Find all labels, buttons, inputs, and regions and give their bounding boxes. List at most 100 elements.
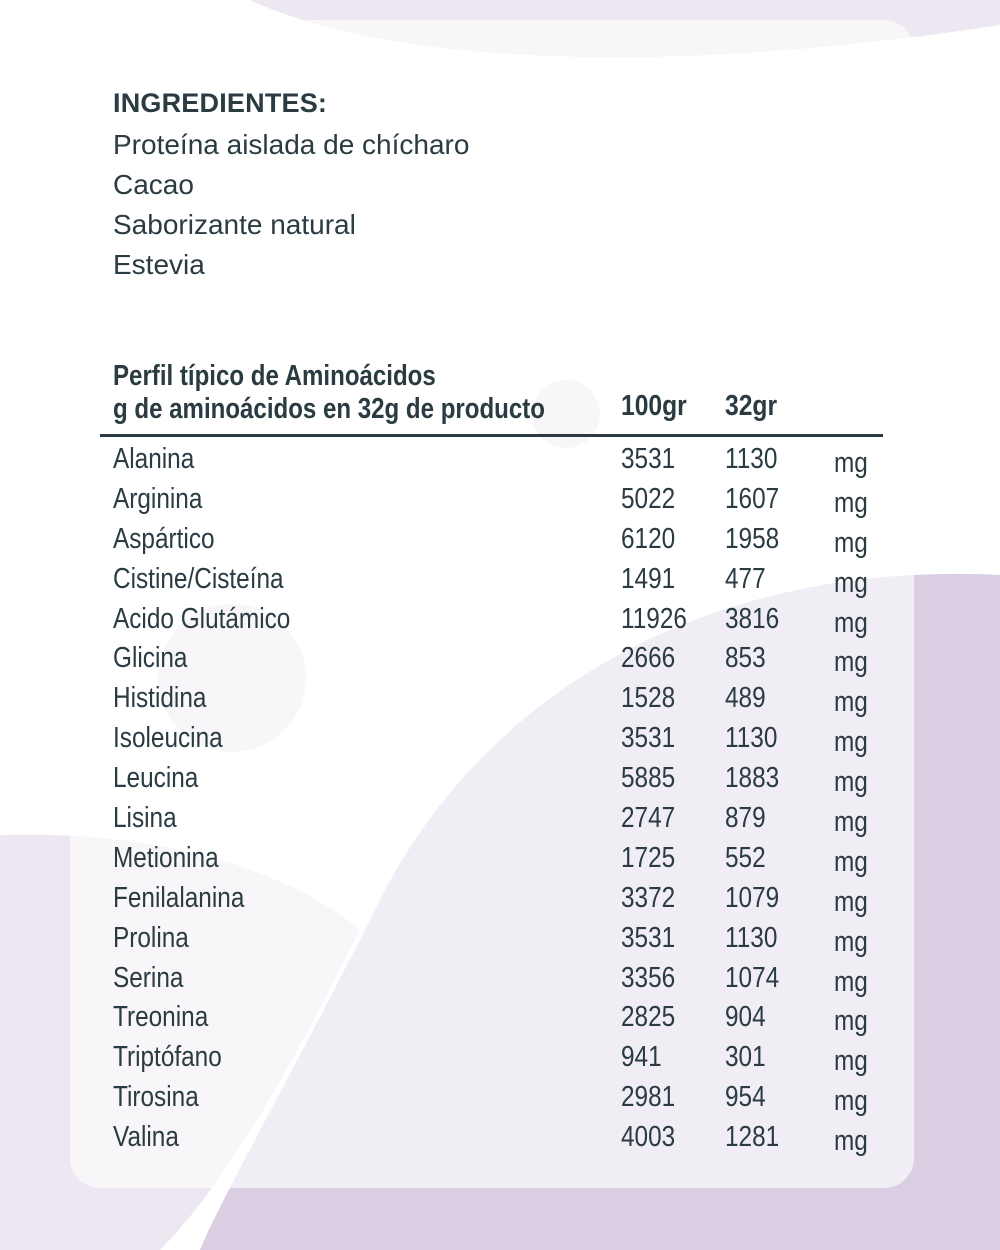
ingredient-item: Estevia	[113, 249, 205, 280]
value-32gr: 954	[725, 1081, 766, 1114]
value-100gr: 3531	[621, 443, 676, 475]
value-100gr: 6120	[621, 522, 676, 555]
value-100gr: 2666	[621, 642, 676, 675]
unit-label: mg	[834, 925, 868, 958]
value-32gr: 1281	[725, 1121, 780, 1154]
value-32gr: 1607	[725, 482, 780, 515]
amino-acid-name: Arginina	[113, 482, 203, 515]
amino-acid-name: Metionina	[113, 841, 219, 874]
amino-acid-name: Leucina	[113, 762, 199, 795]
table-row: Prolina 3531 1130 mg	[0, 920, 1000, 960]
amino-acid-name: Tirosina	[113, 1081, 199, 1114]
amino-acid-name: Triptófano	[113, 1041, 222, 1074]
value-100gr: 5022	[621, 482, 676, 515]
table-row: Aspártico 6120 1958 mg	[0, 521, 1000, 561]
value-32gr: 477	[725, 562, 766, 595]
amino-acid-name: Cistine/Cisteína	[113, 562, 284, 595]
value-100gr: 941	[621, 1041, 662, 1074]
table-row: Histidina 1528 489 mg	[0, 680, 1000, 720]
value-100gr: 2981	[621, 1081, 676, 1114]
value-32gr: 1130	[725, 722, 778, 755]
value-32gr: 3816	[725, 602, 780, 635]
table-row: Valina 4003 1281 mg	[0, 1119, 1000, 1159]
unit-label: mg	[834, 965, 868, 998]
unit-label: mg	[834, 1045, 868, 1078]
amino-acid-name: Prolina	[113, 921, 189, 954]
table-row: Serina 3356 1074 mg	[0, 960, 1000, 1000]
amino-acid-name: Histidina	[113, 682, 207, 715]
value-100gr: 5885	[621, 762, 676, 795]
value-100gr: 3531	[621, 722, 676, 755]
table-row: Treonina 2825 904 mg	[0, 999, 1000, 1039]
column-header-100gr: 100gr	[621, 390, 687, 422]
value-100gr: 3372	[621, 881, 676, 914]
unit-label: mg	[834, 885, 868, 918]
unit-label: mg	[834, 486, 868, 519]
amino-acid-name: Alanina	[113, 443, 195, 475]
value-100gr: 3531	[621, 921, 676, 954]
table-row: Fenilalanina 3372 1079 mg	[0, 880, 1000, 920]
table-row: Tirosina 2981 954 mg	[0, 1079, 1000, 1119]
unit-label: mg	[834, 806, 868, 839]
table-row: Alanina 3531 1130 mg	[0, 441, 1000, 481]
amino-acid-name: Acido Glutámico	[113, 602, 291, 635]
ingredient-item: Proteína aislada de chícharo	[113, 129, 470, 160]
amino-table-heading: Perfil típico de Aminoácidos g de aminoá…	[113, 360, 633, 426]
value-100gr: 1725	[621, 841, 676, 874]
value-100gr: 1491	[621, 562, 676, 595]
ingredients-section: INGREDIENTES: Proteína aislada de chícha…	[113, 88, 469, 285]
value-32gr: 1079	[725, 881, 780, 914]
value-100gr: 2747	[621, 802, 676, 835]
value-32gr: 552	[725, 841, 766, 874]
value-100gr: 4003	[621, 1121, 676, 1154]
unit-label: mg	[834, 606, 868, 639]
value-100gr: 11926	[621, 602, 687, 635]
table-row: Leucina 5885 1883 mg	[0, 760, 1000, 800]
amino-acid-name: Treonina	[113, 1001, 209, 1034]
value-32gr: 1130	[725, 921, 778, 954]
amino-table-body: Alanina 3531 1130 mg Arginina 5022 1607 mg Aspár…	[0, 441, 1000, 1159]
unit-label: mg	[834, 447, 868, 479]
ingredient-item: Cacao	[113, 169, 194, 200]
unit-label: mg	[834, 1125, 868, 1158]
table-row: Glicina 2666 853 mg	[0, 640, 1000, 680]
unit-label: mg	[834, 566, 868, 599]
value-32gr: 904	[725, 1001, 766, 1034]
value-100gr: 3356	[621, 961, 676, 994]
value-32gr: 1074	[725, 961, 780, 994]
table-row: Arginina 5022 1607 mg	[0, 481, 1000, 521]
value-32gr: 489	[725, 682, 766, 715]
amino-acid-name: Aspártico	[113, 522, 215, 555]
value-32gr: 879	[725, 802, 766, 835]
ingredients-title: INGREDIENTES:	[113, 88, 328, 118]
content-card	[70, 20, 914, 1188]
unit-label: mg	[834, 845, 868, 878]
table-row: Cistine/Cisteína 1491 477 mg	[0, 561, 1000, 601]
amino-acid-name: Isoleucina	[113, 722, 223, 755]
amino-acid-name: Valina	[113, 1121, 179, 1154]
value-100gr: 2825	[621, 1001, 676, 1034]
unit-label: mg	[834, 526, 868, 559]
amino-acid-name: Fenilalanina	[113, 881, 245, 914]
value-32gr: 1130	[725, 443, 778, 475]
table-header-divider	[100, 434, 883, 437]
table-row: Lisina 2747 879 mg	[0, 800, 1000, 840]
amino-table-title: Perfil típico de Aminoácidos	[113, 360, 436, 392]
unit-label: mg	[834, 1005, 868, 1038]
ingredient-item: Saborizante natural	[113, 209, 356, 240]
value-32gr: 1883	[725, 762, 780, 795]
amino-acid-name: Glicina	[113, 642, 188, 675]
unit-label: mg	[834, 686, 868, 719]
value-100gr: 1528	[621, 682, 676, 715]
column-header-32gr: 32gr	[725, 390, 778, 422]
value-32gr: 1958	[725, 522, 780, 555]
unit-label: mg	[834, 726, 868, 759]
unit-label: mg	[834, 646, 868, 679]
table-row: Metionina 1725 552 mg	[0, 840, 1000, 880]
amino-acid-name: Serina	[113, 961, 184, 994]
unit-label: mg	[834, 766, 868, 799]
amino-acid-name: Lisina	[113, 802, 177, 835]
unit-label: mg	[834, 1085, 868, 1118]
value-32gr: 301	[725, 1041, 766, 1074]
value-32gr: 853	[725, 642, 766, 675]
